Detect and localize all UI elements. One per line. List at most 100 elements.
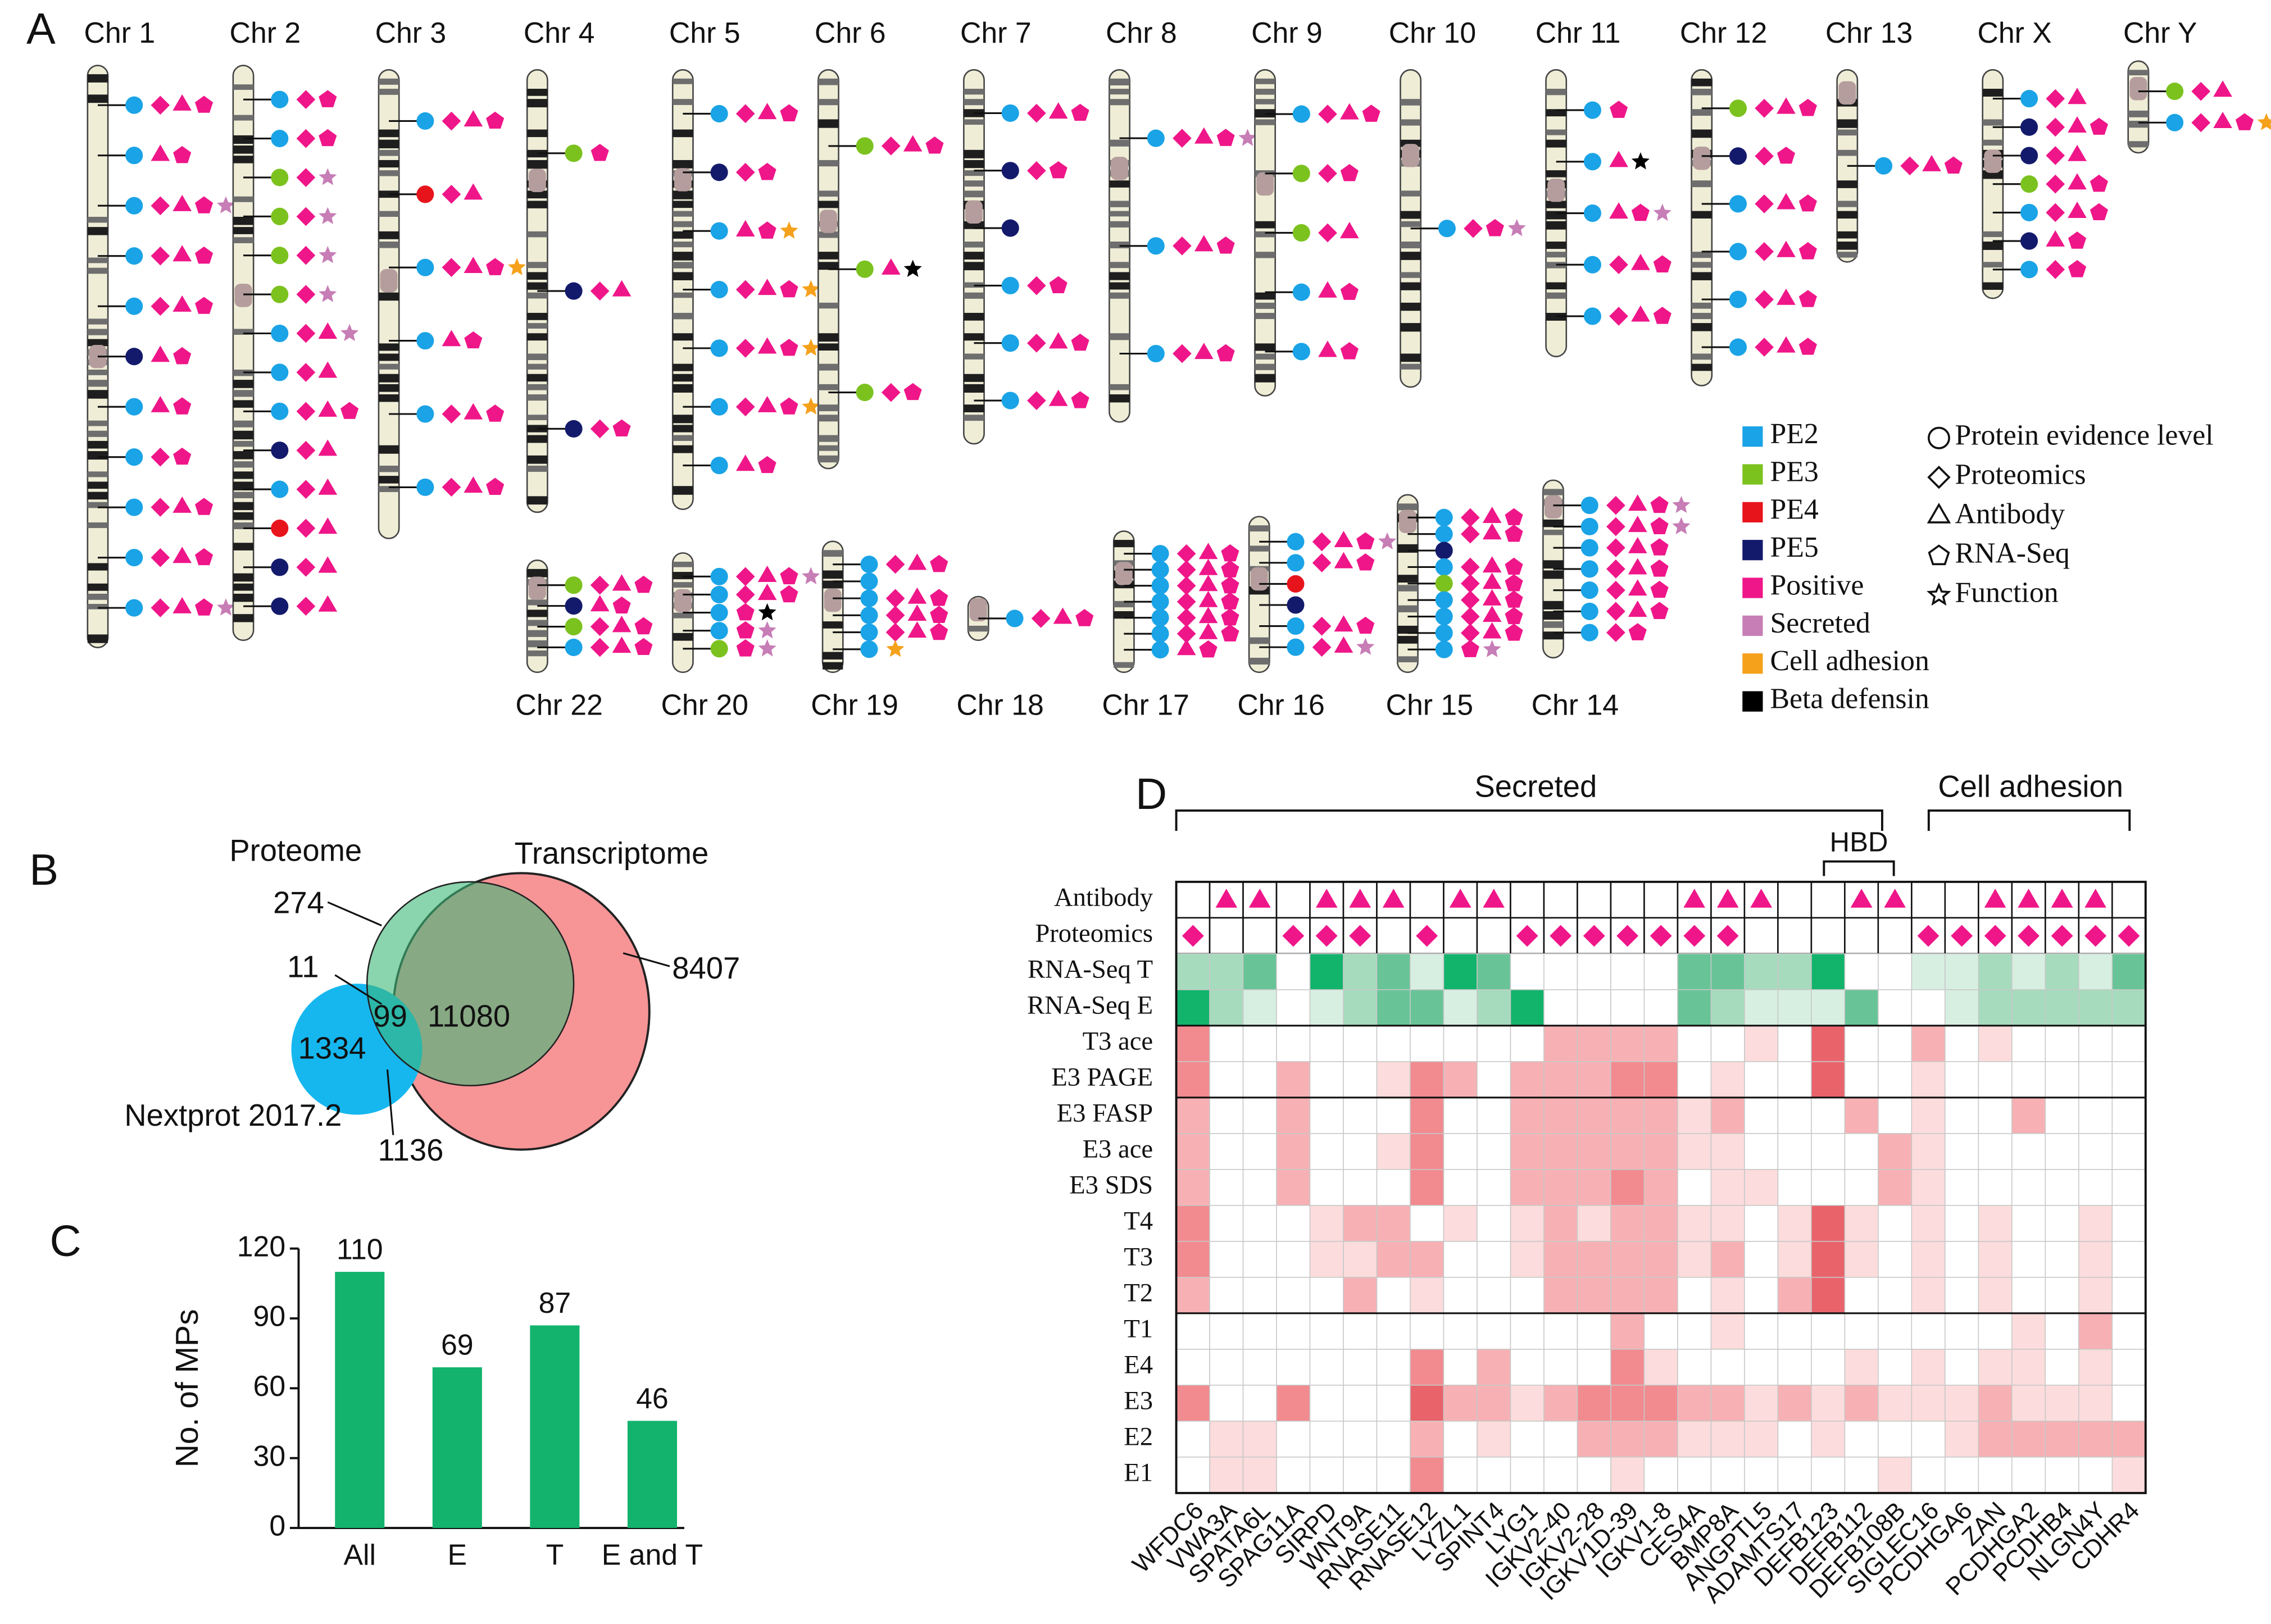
heat-cell (1878, 953, 1913, 990)
marker-circle (565, 576, 583, 594)
heat-cell (1710, 1421, 1745, 1458)
chromosome-band (1982, 282, 2003, 290)
marker-t (907, 553, 927, 570)
marker-t (1716, 889, 1739, 908)
marker-p (1216, 236, 1235, 254)
heat-cell (1744, 1421, 1779, 1458)
marker-circle (2166, 113, 2184, 131)
chromosome-band (378, 445, 399, 454)
marker-d (2118, 925, 2140, 947)
heat-cell (1543, 953, 1578, 990)
heat-cell (2078, 1205, 2113, 1242)
marker-p (486, 477, 505, 495)
heat-cell (1911, 1061, 1946, 1098)
chromosome-band (818, 435, 839, 442)
heat-cell (1510, 1421, 1545, 1458)
marker-d (296, 480, 316, 499)
cell (1844, 917, 1879, 955)
marker-d (442, 477, 461, 497)
marker-t (2068, 116, 2087, 133)
chromosome-band (1543, 621, 1564, 628)
heat-cell (1309, 1133, 1344, 1170)
heat-cell (1543, 1241, 1578, 1278)
marker-circle (1729, 243, 1747, 261)
marker-d (296, 324, 316, 343)
heat-cell (1911, 1349, 1946, 1386)
marker-t (2018, 889, 2040, 908)
marker-d (1583, 925, 1605, 947)
heat-cell (1710, 1277, 1745, 1314)
heat-cell (1978, 1133, 2013, 1170)
chromosome-band (818, 231, 839, 238)
heat-cell (1276, 1457, 1311, 1494)
marker-d (1173, 129, 1192, 148)
marker-p (195, 196, 214, 213)
chromosome-band (87, 604, 108, 609)
chromosome-band (673, 486, 693, 495)
marker-p (1340, 163, 1359, 181)
heat-cell (1911, 1025, 1946, 1062)
centromere (1256, 172, 1274, 196)
marker-t (1482, 589, 1502, 606)
heat-cell (2078, 1133, 2113, 1170)
cell (1944, 881, 1979, 919)
marker-circle (1287, 533, 1305, 551)
heat-cell (1276, 1205, 1311, 1242)
chromosome-band (527, 363, 548, 370)
chromosome-band (1837, 180, 1857, 188)
heat-cell (1175, 1313, 1210, 1350)
marker-s (802, 397, 820, 415)
heat-cell (1844, 1241, 1879, 1278)
chromosome-band (673, 312, 693, 320)
heat-cell (1309, 1421, 1344, 1458)
heat-cell (1844, 1025, 1879, 1062)
heat-cell (1175, 1025, 1210, 1062)
marker-d (296, 363, 316, 382)
marker-t (1609, 202, 1628, 219)
marker-t (1777, 240, 1796, 257)
marker-d (1460, 574, 1480, 593)
marker-t (757, 565, 777, 582)
chromosome-band (233, 216, 254, 225)
chromosome-label: Chr 18 (956, 689, 1043, 721)
heat-cell (1811, 989, 1846, 1026)
marker-p (1071, 103, 1089, 121)
marker-d (885, 554, 905, 574)
marker-p (591, 143, 609, 161)
chromosome-band (527, 149, 548, 158)
heat-cell (1911, 989, 1946, 1026)
marker-d (1177, 608, 1196, 627)
heat-cell (1878, 1457, 1913, 1494)
marker-p (780, 567, 798, 585)
heat-cell (1710, 1097, 1745, 1134)
marker-p (1340, 283, 1359, 300)
marker-d (1609, 255, 1628, 275)
heat-cell (1844, 953, 1879, 990)
marker-p (612, 596, 631, 614)
heat-cell (1410, 1205, 1445, 1242)
heat-cell (1577, 1421, 1611, 1458)
chromosome-band (527, 323, 548, 329)
marker-circle (125, 599, 143, 617)
heat-cell (1777, 1241, 1812, 1278)
marker-t (907, 587, 927, 604)
legend-label: Positive (1770, 569, 1864, 601)
marker-p (1653, 255, 1672, 272)
marker-circle (565, 617, 583, 636)
chromosome-band (233, 543, 254, 551)
heat-cell (1677, 1385, 1712, 1422)
heat-cell (1543, 1349, 1578, 1386)
marker-circle (1151, 545, 1169, 563)
heat-cell (1844, 1097, 1879, 1134)
marker-t (464, 403, 483, 420)
heat-cell (1945, 1169, 1979, 1206)
heat-cell (1878, 1421, 1913, 1458)
heat-cell (1242, 1385, 1277, 1422)
chromosome (1691, 69, 1713, 386)
chromosome-band (233, 390, 254, 397)
chromosome-band (1400, 353, 1421, 362)
heat-cell (2078, 1457, 2113, 1494)
heat-cell (1777, 1277, 1812, 1314)
heat-cell (1844, 1205, 1879, 1242)
marker-d (590, 638, 610, 657)
